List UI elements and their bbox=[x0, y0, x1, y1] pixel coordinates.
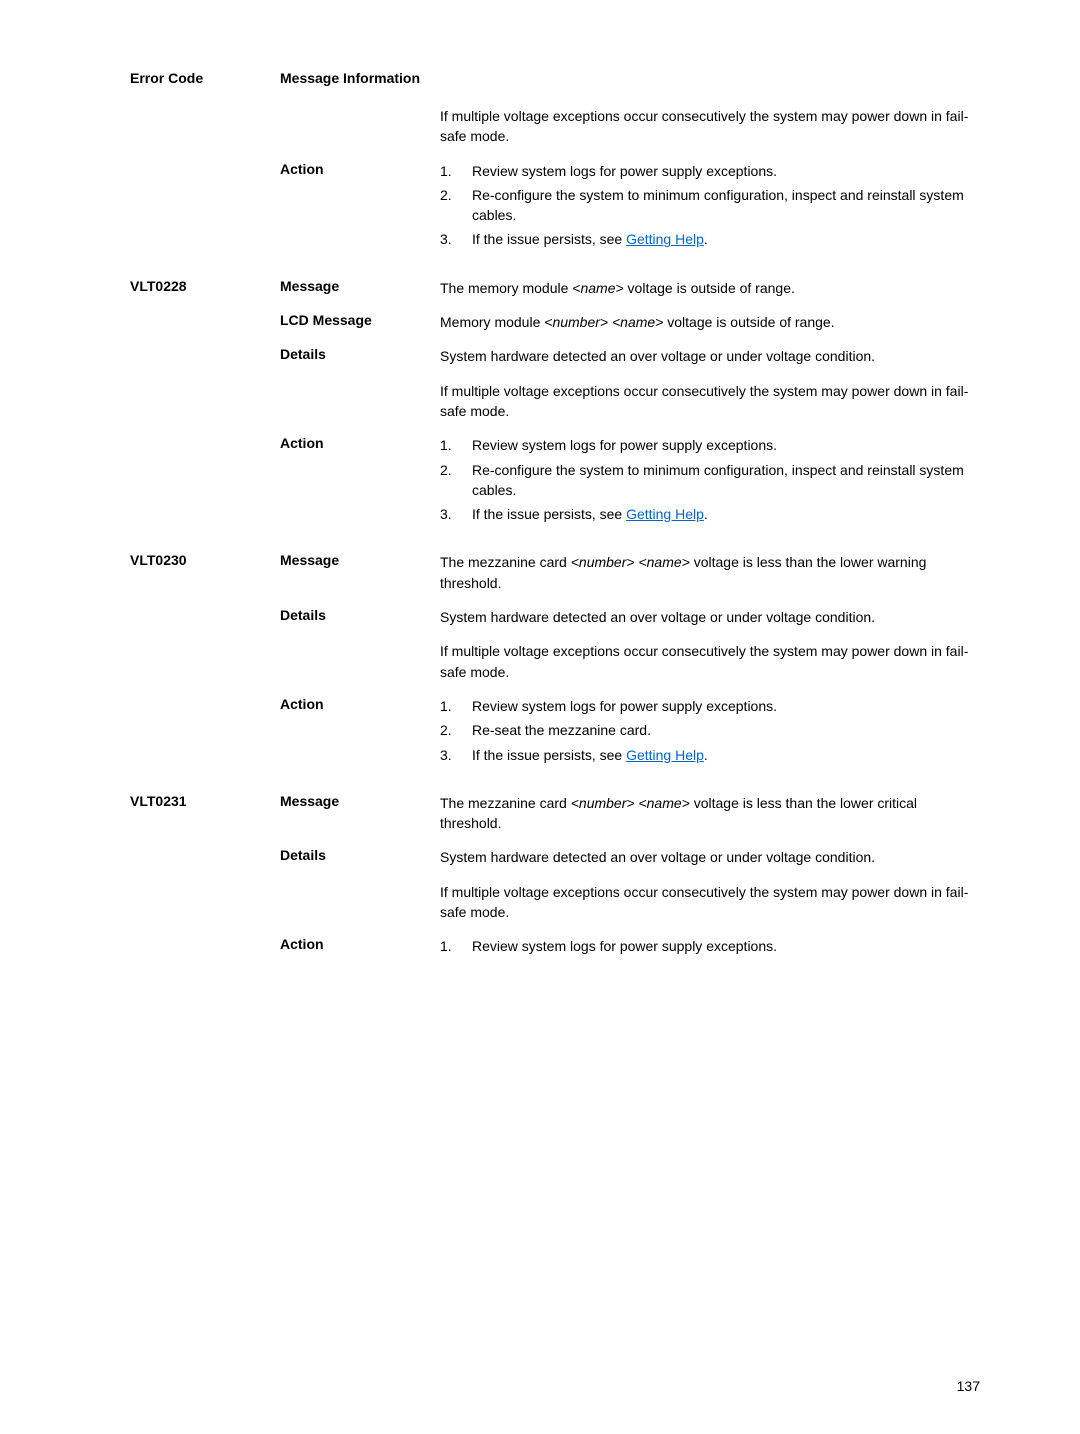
lcd-message-text: Memory module <number> <name> voltage is… bbox=[440, 312, 980, 332]
details-text: System hardware detected an over voltage… bbox=[440, 346, 980, 366]
action-item: If the issue persists, see Getting Help. bbox=[472, 745, 980, 765]
action-list: 1.Review system logs for power supply ex… bbox=[440, 696, 980, 765]
details-label: Details bbox=[280, 607, 440, 682]
action-item: Re-seat the mezzanine card. bbox=[472, 720, 980, 740]
error-code-vlt0230: VLT0230 bbox=[130, 552, 280, 593]
action-item: Review system logs for power supply exce… bbox=[472, 435, 980, 455]
action-item: Review system logs for power supply exce… bbox=[472, 936, 980, 956]
details-label: Details bbox=[280, 847, 440, 922]
action-label: Action bbox=[280, 435, 440, 528]
details-text-2: If multiple voltage exceptions occur con… bbox=[440, 381, 980, 422]
action-item: If the issue persists, see Getting Help. bbox=[472, 229, 980, 249]
action-list: 1.Review system logs for power supply ex… bbox=[440, 161, 980, 250]
error-code-vlt0228: VLT0228 bbox=[130, 278, 280, 298]
intro-text: If multiple voltage exceptions occur con… bbox=[440, 106, 980, 147]
action-list: 1.Review system logs for power supply ex… bbox=[440, 936, 980, 956]
details-text: System hardware detected an over voltage… bbox=[440, 847, 980, 867]
details-text: System hardware detected an over voltage… bbox=[440, 607, 980, 627]
getting-help-link[interactable]: Getting Help bbox=[626, 747, 704, 763]
action-label: Action bbox=[280, 696, 440, 769]
message-text: The mezzanine card <number> <name> volta… bbox=[440, 793, 980, 834]
message-label: Message bbox=[280, 793, 440, 834]
action-list: 1.Review system logs for power supply ex… bbox=[440, 435, 980, 524]
details-text-2: If multiple voltage exceptions occur con… bbox=[440, 882, 980, 923]
message-label: Message bbox=[280, 278, 440, 298]
getting-help-link[interactable]: Getting Help bbox=[626, 231, 704, 247]
message-text: The memory module <name> voltage is outs… bbox=[440, 278, 980, 298]
header-error-code: Error Code bbox=[130, 70, 280, 86]
action-label: Action bbox=[280, 161, 440, 254]
action-item: Re-configure the system to minimum confi… bbox=[472, 460, 980, 501]
error-code-vlt0231: VLT0231 bbox=[130, 793, 280, 834]
details-label: Details bbox=[280, 346, 440, 421]
action-item: If the issue persists, see Getting Help. bbox=[472, 504, 980, 524]
page-number: 137 bbox=[957, 1378, 980, 1394]
lcd-message-label: LCD Message bbox=[280, 312, 440, 332]
action-label: Action bbox=[280, 936, 440, 960]
details-text-2: If multiple voltage exceptions occur con… bbox=[440, 641, 980, 682]
action-item: Review system logs for power supply exce… bbox=[472, 696, 980, 716]
getting-help-link[interactable]: Getting Help bbox=[626, 506, 704, 522]
header-message-info: Message Information bbox=[280, 70, 440, 86]
message-label: Message bbox=[280, 552, 440, 593]
action-item: Re-configure the system to minimum confi… bbox=[472, 185, 980, 226]
action-item: Review system logs for power supply exce… bbox=[472, 161, 980, 181]
message-text: The mezzanine card <number> <name> volta… bbox=[440, 552, 980, 593]
